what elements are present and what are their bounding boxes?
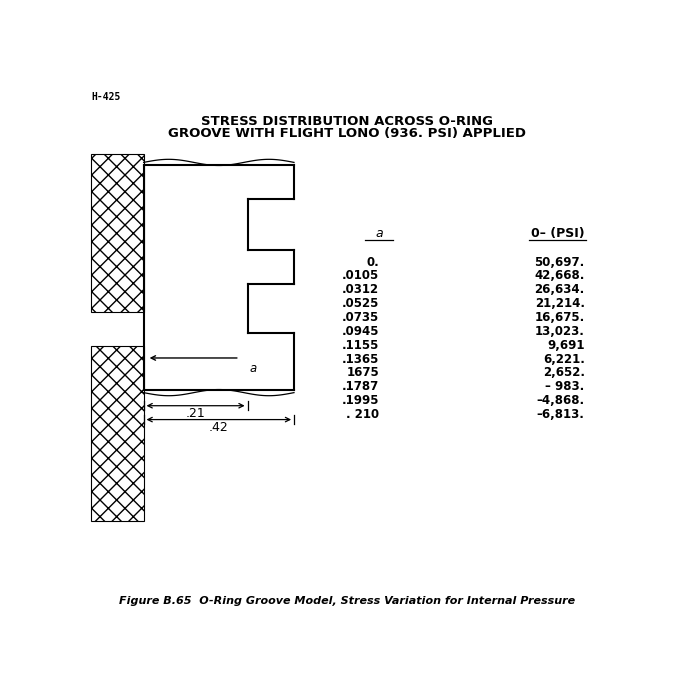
Text: .21: .21 <box>186 407 205 421</box>
Text: H-425: H-425 <box>91 91 120 102</box>
Text: –4,868.: –4,868. <box>536 394 584 407</box>
Text: .0945: .0945 <box>342 325 379 338</box>
Text: Figure B.65  O-Ring Groove Model, Stress Variation for Internal Pressure: Figure B.65 O-Ring Groove Model, Stress … <box>119 596 576 606</box>
Text: 0– (PSI): 0– (PSI) <box>531 227 584 240</box>
Text: 13,023.: 13,023. <box>535 325 584 338</box>
Text: a: a <box>250 362 257 375</box>
Text: .42: .42 <box>209 421 228 434</box>
Text: a: a <box>376 227 383 240</box>
Text: 16,675.: 16,675. <box>534 311 584 324</box>
Text: .0525: .0525 <box>342 297 379 310</box>
Bar <box>91 346 144 521</box>
Text: 1675: 1675 <box>346 366 379 379</box>
Text: 21,214.: 21,214. <box>535 297 584 310</box>
Text: 42,668.: 42,668. <box>534 270 584 283</box>
Text: .0105: .0105 <box>342 270 379 283</box>
Text: 6,221.: 6,221. <box>543 353 584 366</box>
Text: .1155: .1155 <box>342 339 379 352</box>
Text: GROOVE WITH FLIGHT LONO (936. PSI) APPLIED: GROOVE WITH FLIGHT LONO (936. PSI) APPLI… <box>168 127 527 140</box>
Text: .0312: .0312 <box>342 283 379 296</box>
Text: 0.: 0. <box>367 256 379 269</box>
Text: .1787: .1787 <box>342 380 379 393</box>
Text: 50,697.: 50,697. <box>534 256 584 269</box>
Text: .1365: .1365 <box>342 353 379 366</box>
Text: –6,813.: –6,813. <box>537 408 584 421</box>
Text: 9,691: 9,691 <box>547 339 584 352</box>
Text: 26,634.: 26,634. <box>534 283 584 296</box>
Text: .0735: .0735 <box>342 311 379 324</box>
Text: . 210: . 210 <box>346 408 379 421</box>
Text: – 983.: – 983. <box>545 380 584 393</box>
Text: .1995: .1995 <box>342 394 379 407</box>
Text: STRESS DISTRIBUTION ACROSS O-RING: STRESS DISTRIBUTION ACROSS O-RING <box>201 115 494 128</box>
Text: 2,652.: 2,652. <box>542 366 584 379</box>
Bar <box>91 154 144 311</box>
